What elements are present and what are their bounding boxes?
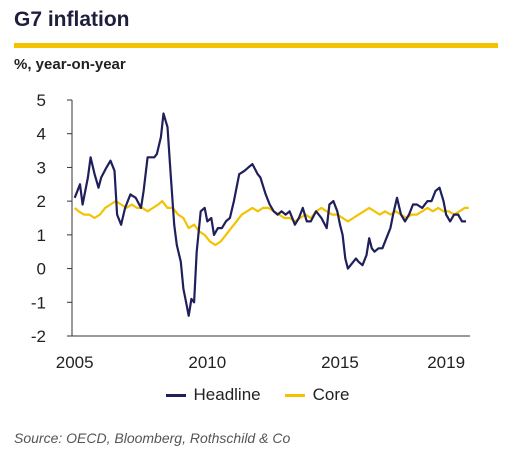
chart-title: G7 inflation: [14, 8, 130, 31]
y-tick-label: -1: [31, 293, 46, 312]
chart-legend: Headline Core: [0, 385, 515, 405]
x-tick-label: 2010: [188, 353, 226, 372]
series-line-core: [73, 200, 469, 247]
title-rule: [14, 43, 498, 48]
y-tick-label: -2: [31, 327, 46, 346]
legend-label-headline: Headline: [193, 385, 261, 404]
y-tick-label: 3: [37, 158, 46, 177]
y-tick-label: 4: [37, 125, 46, 144]
legend-label-core: Core: [312, 385, 350, 404]
y-tick-label: 5: [37, 91, 46, 110]
legend-item-core: Core: [284, 385, 350, 405]
legend-swatch-headline: [165, 393, 186, 397]
legend-item-headline: Headline: [165, 385, 261, 405]
source-note: Source: OECD, Bloomberg, Rothschild & Co: [14, 430, 291, 446]
legend-swatch-core: [284, 393, 305, 397]
x-tick-label: 2015: [321, 353, 359, 372]
x-tick-label: 2005: [56, 353, 94, 372]
inflation-line-chart: 5 4 3 2 1 0 -1 -2 2005 2010 2015 2019: [31, 91, 470, 372]
series-line-headline: [73, 112, 466, 317]
y-tick-label: 1: [37, 226, 46, 245]
y-tick-label: 2: [37, 192, 46, 211]
x-tick-label: 2019: [427, 353, 465, 372]
chart-subtitle: %, year-on-year: [14, 56, 126, 73]
y-tick-label: 0: [37, 260, 46, 279]
